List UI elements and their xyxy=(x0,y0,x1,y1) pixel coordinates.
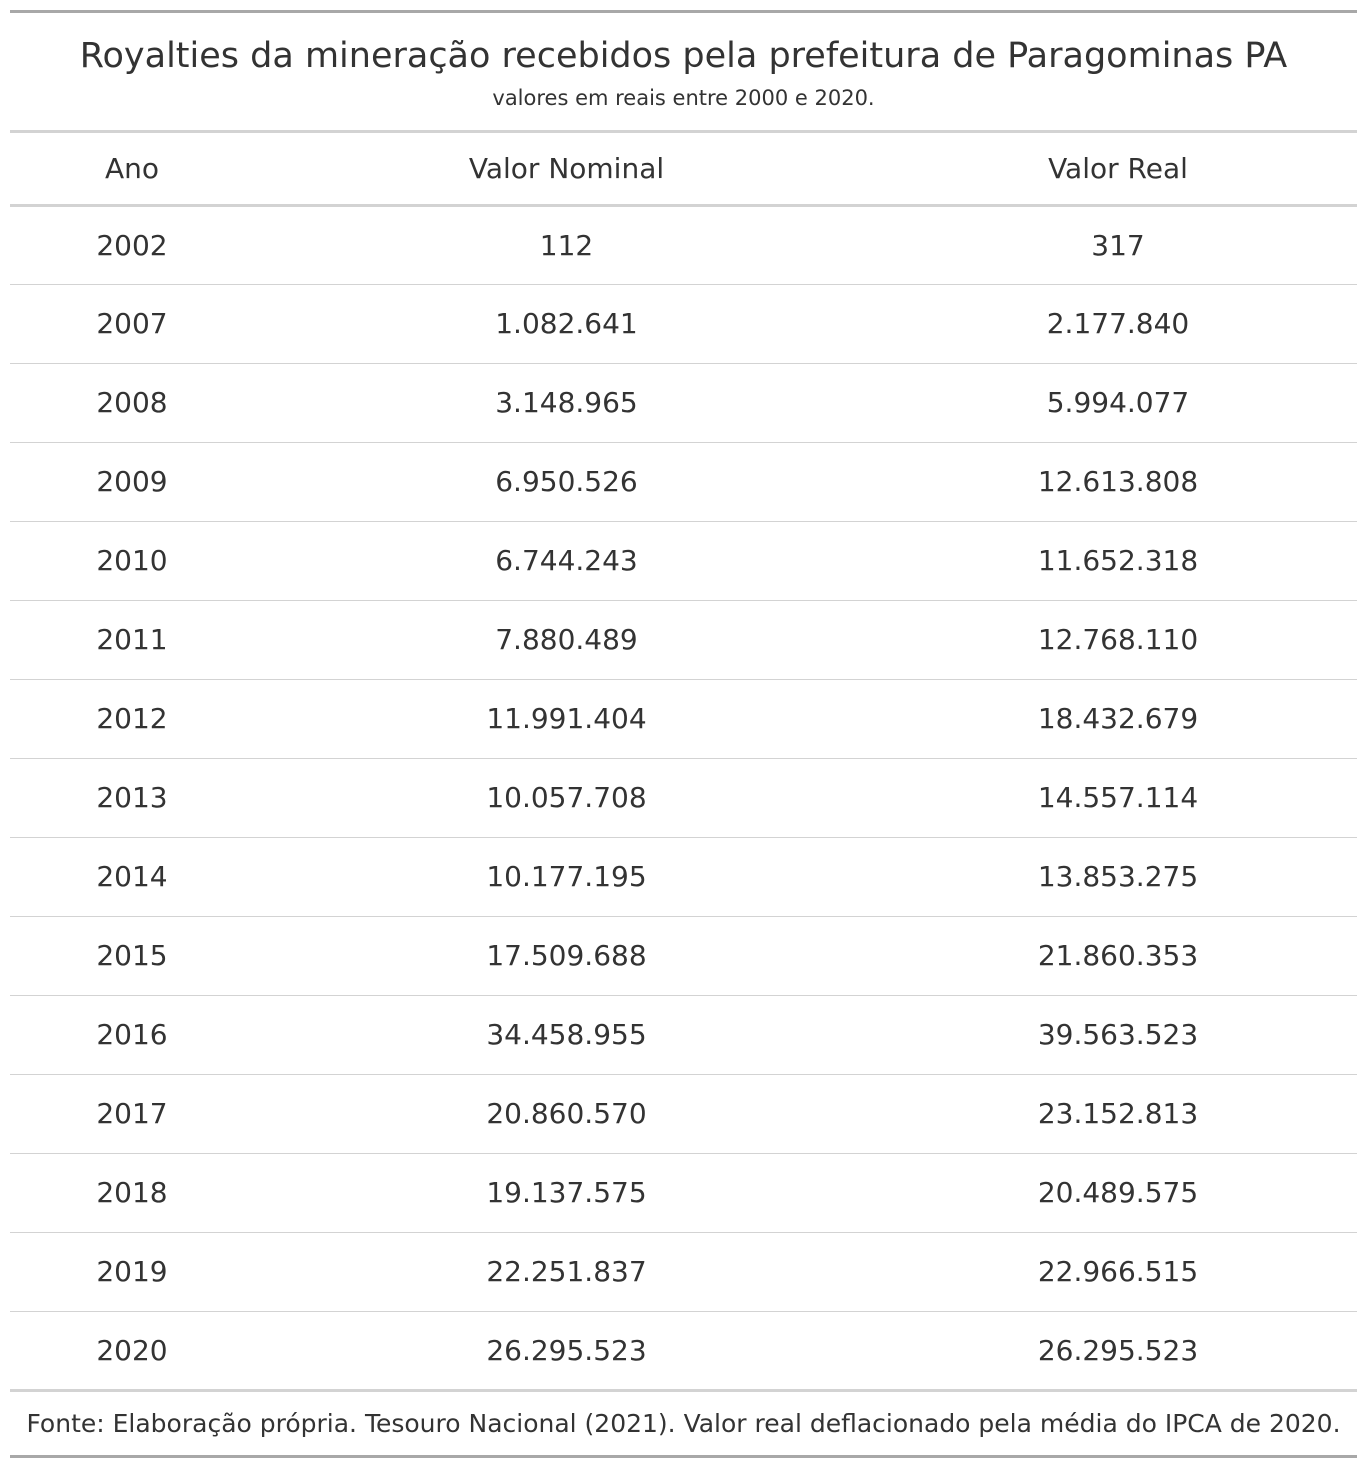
cell-ano: 2010 xyxy=(10,520,254,600)
cell-ano: 2008 xyxy=(10,362,254,442)
table-row: 2010 6.744.243 11.652.318 xyxy=(10,520,1357,600)
table-row: 2017 20.860.570 23.152.813 xyxy=(10,1073,1357,1153)
table-row: 2011 7.880.489 12.768.110 xyxy=(10,599,1357,679)
table-row: 2013 10.057.708 14.557.114 xyxy=(10,757,1357,837)
cell-valor-nominal: 20.860.570 xyxy=(254,1073,879,1153)
header-row: Ano Valor Nominal Valor Real xyxy=(10,133,1357,207)
table-row: 2009 6.950.526 12.613.808 xyxy=(10,441,1357,521)
cell-ano: 2017 xyxy=(10,1073,254,1153)
cell-valor-real: 18.432.679 xyxy=(879,678,1357,758)
royalties-table: Ano Valor Nominal Valor Real 2002 112 317 2… xyxy=(10,133,1357,1392)
cell-valor-nominal: 19.137.575 xyxy=(254,1152,879,1232)
cell-valor-nominal: 6.744.243 xyxy=(254,520,879,600)
source-note: Fonte: Elaboração própria. Tesouro Nacio… xyxy=(26,1408,1341,1438)
bottom-rule xyxy=(10,1454,1357,1458)
table-row: 2016 34.458.955 39.563.523 xyxy=(10,994,1357,1074)
cell-valor-nominal: 112 xyxy=(539,228,594,262)
table-row: 2002 112 317 xyxy=(10,205,1357,284)
cell-valor-real: 14.557.114 xyxy=(879,757,1357,837)
cell-ano: 2015 xyxy=(10,915,254,995)
table-row: 2007 1.082.641 2.177.840 xyxy=(10,283,1357,363)
cell-ano: 2013 xyxy=(10,757,254,837)
table-subtitle: valores em reais entre 2000 e 2020. xyxy=(492,86,875,110)
top-rule xyxy=(10,10,1357,13)
cell-ano: 2016 xyxy=(10,994,254,1074)
cell-ano: 2020 xyxy=(10,1310,254,1392)
table-body: 2002 112 317 2007 1.082.641 2.177.840 2008 3.14… xyxy=(10,205,1357,1392)
cell-ano: 2018 xyxy=(10,1152,254,1232)
table-row: 2014 10.177.195 13.853.275 xyxy=(10,836,1357,916)
cell-valor-nominal: 1.082.641 xyxy=(254,283,879,363)
cell-valor-real: 317 xyxy=(1091,228,1145,262)
cell-ano: 2012 xyxy=(10,678,254,758)
table-row: 2019 22.251.837 22.966.515 xyxy=(10,1231,1357,1311)
cell-valor-real: 12.768.110 xyxy=(879,599,1357,679)
cell-valor-real: 13.853.275 xyxy=(879,836,1357,916)
column-header-valor-real: Valor Real xyxy=(879,133,1357,207)
cell-valor-real: 22.966.515 xyxy=(879,1231,1357,1311)
cell-ano: 2014 xyxy=(10,836,254,916)
column-header-valor-nominal: Valor Nominal xyxy=(254,133,879,207)
cell-valor-nominal: 17.509.688 xyxy=(254,915,879,995)
cell-valor-nominal: 10.177.195 xyxy=(254,836,879,916)
cell-valor-real: 2.177.840 xyxy=(879,283,1357,363)
cell-valor-real: 23.152.813 xyxy=(879,1073,1357,1153)
cell-valor-nominal: 10.057.708 xyxy=(254,757,879,837)
cell-ano: 2009 xyxy=(10,441,254,521)
cell-valor-real: 5.994.077 xyxy=(879,362,1357,442)
table-header: Ano Valor Nominal Valor Real xyxy=(10,133,1357,207)
cell-valor-real: 20.489.575 xyxy=(879,1152,1357,1232)
cell-valor-nominal: 22.251.837 xyxy=(254,1231,879,1311)
table-row: 2020 26.295.523 26.295.523 xyxy=(10,1310,1357,1392)
cell-valor-nominal: 7.880.489 xyxy=(254,599,879,679)
royalties-table-container: Royalties da mineração recebidos pela pr… xyxy=(10,10,1357,1458)
cell-ano: 2011 xyxy=(10,599,254,679)
table-row: 2018 19.137.575 20.489.575 xyxy=(10,1152,1357,1232)
cell-valor-nominal: 11.991.404 xyxy=(254,678,879,758)
cell-valor-real: 12.613.808 xyxy=(879,441,1357,521)
cell-ano: 2019 xyxy=(10,1231,254,1311)
cell-valor-nominal: 26.295.523 xyxy=(254,1310,879,1392)
table-row: 2008 3.148.965 5.994.077 xyxy=(10,362,1357,442)
cell-valor-real: 11.652.318 xyxy=(879,520,1357,600)
table-heading: Royalties da mineração recebidos pela pr… xyxy=(10,13,1357,133)
cell-valor-nominal: 6.950.526 xyxy=(254,441,879,521)
table-row: 2012 11.991.404 18.432.679 xyxy=(10,678,1357,758)
cell-ano: 2007 xyxy=(10,283,254,363)
cell-valor-real: 21.860.353 xyxy=(879,915,1357,995)
cell-valor-real: 39.563.523 xyxy=(879,994,1357,1074)
table-title: Royalties da mineração recebidos pela pr… xyxy=(79,36,1288,76)
cell-valor-nominal: 3.148.965 xyxy=(254,362,879,442)
column-header-ano: Ano xyxy=(10,133,254,207)
table-row: 2015 17.509.688 21.860.353 xyxy=(10,915,1357,995)
cell-valor-real: 26.295.523 xyxy=(879,1310,1357,1392)
cell-valor-nominal: 34.458.955 xyxy=(254,994,879,1074)
cell-ano: 2002 xyxy=(96,228,168,262)
